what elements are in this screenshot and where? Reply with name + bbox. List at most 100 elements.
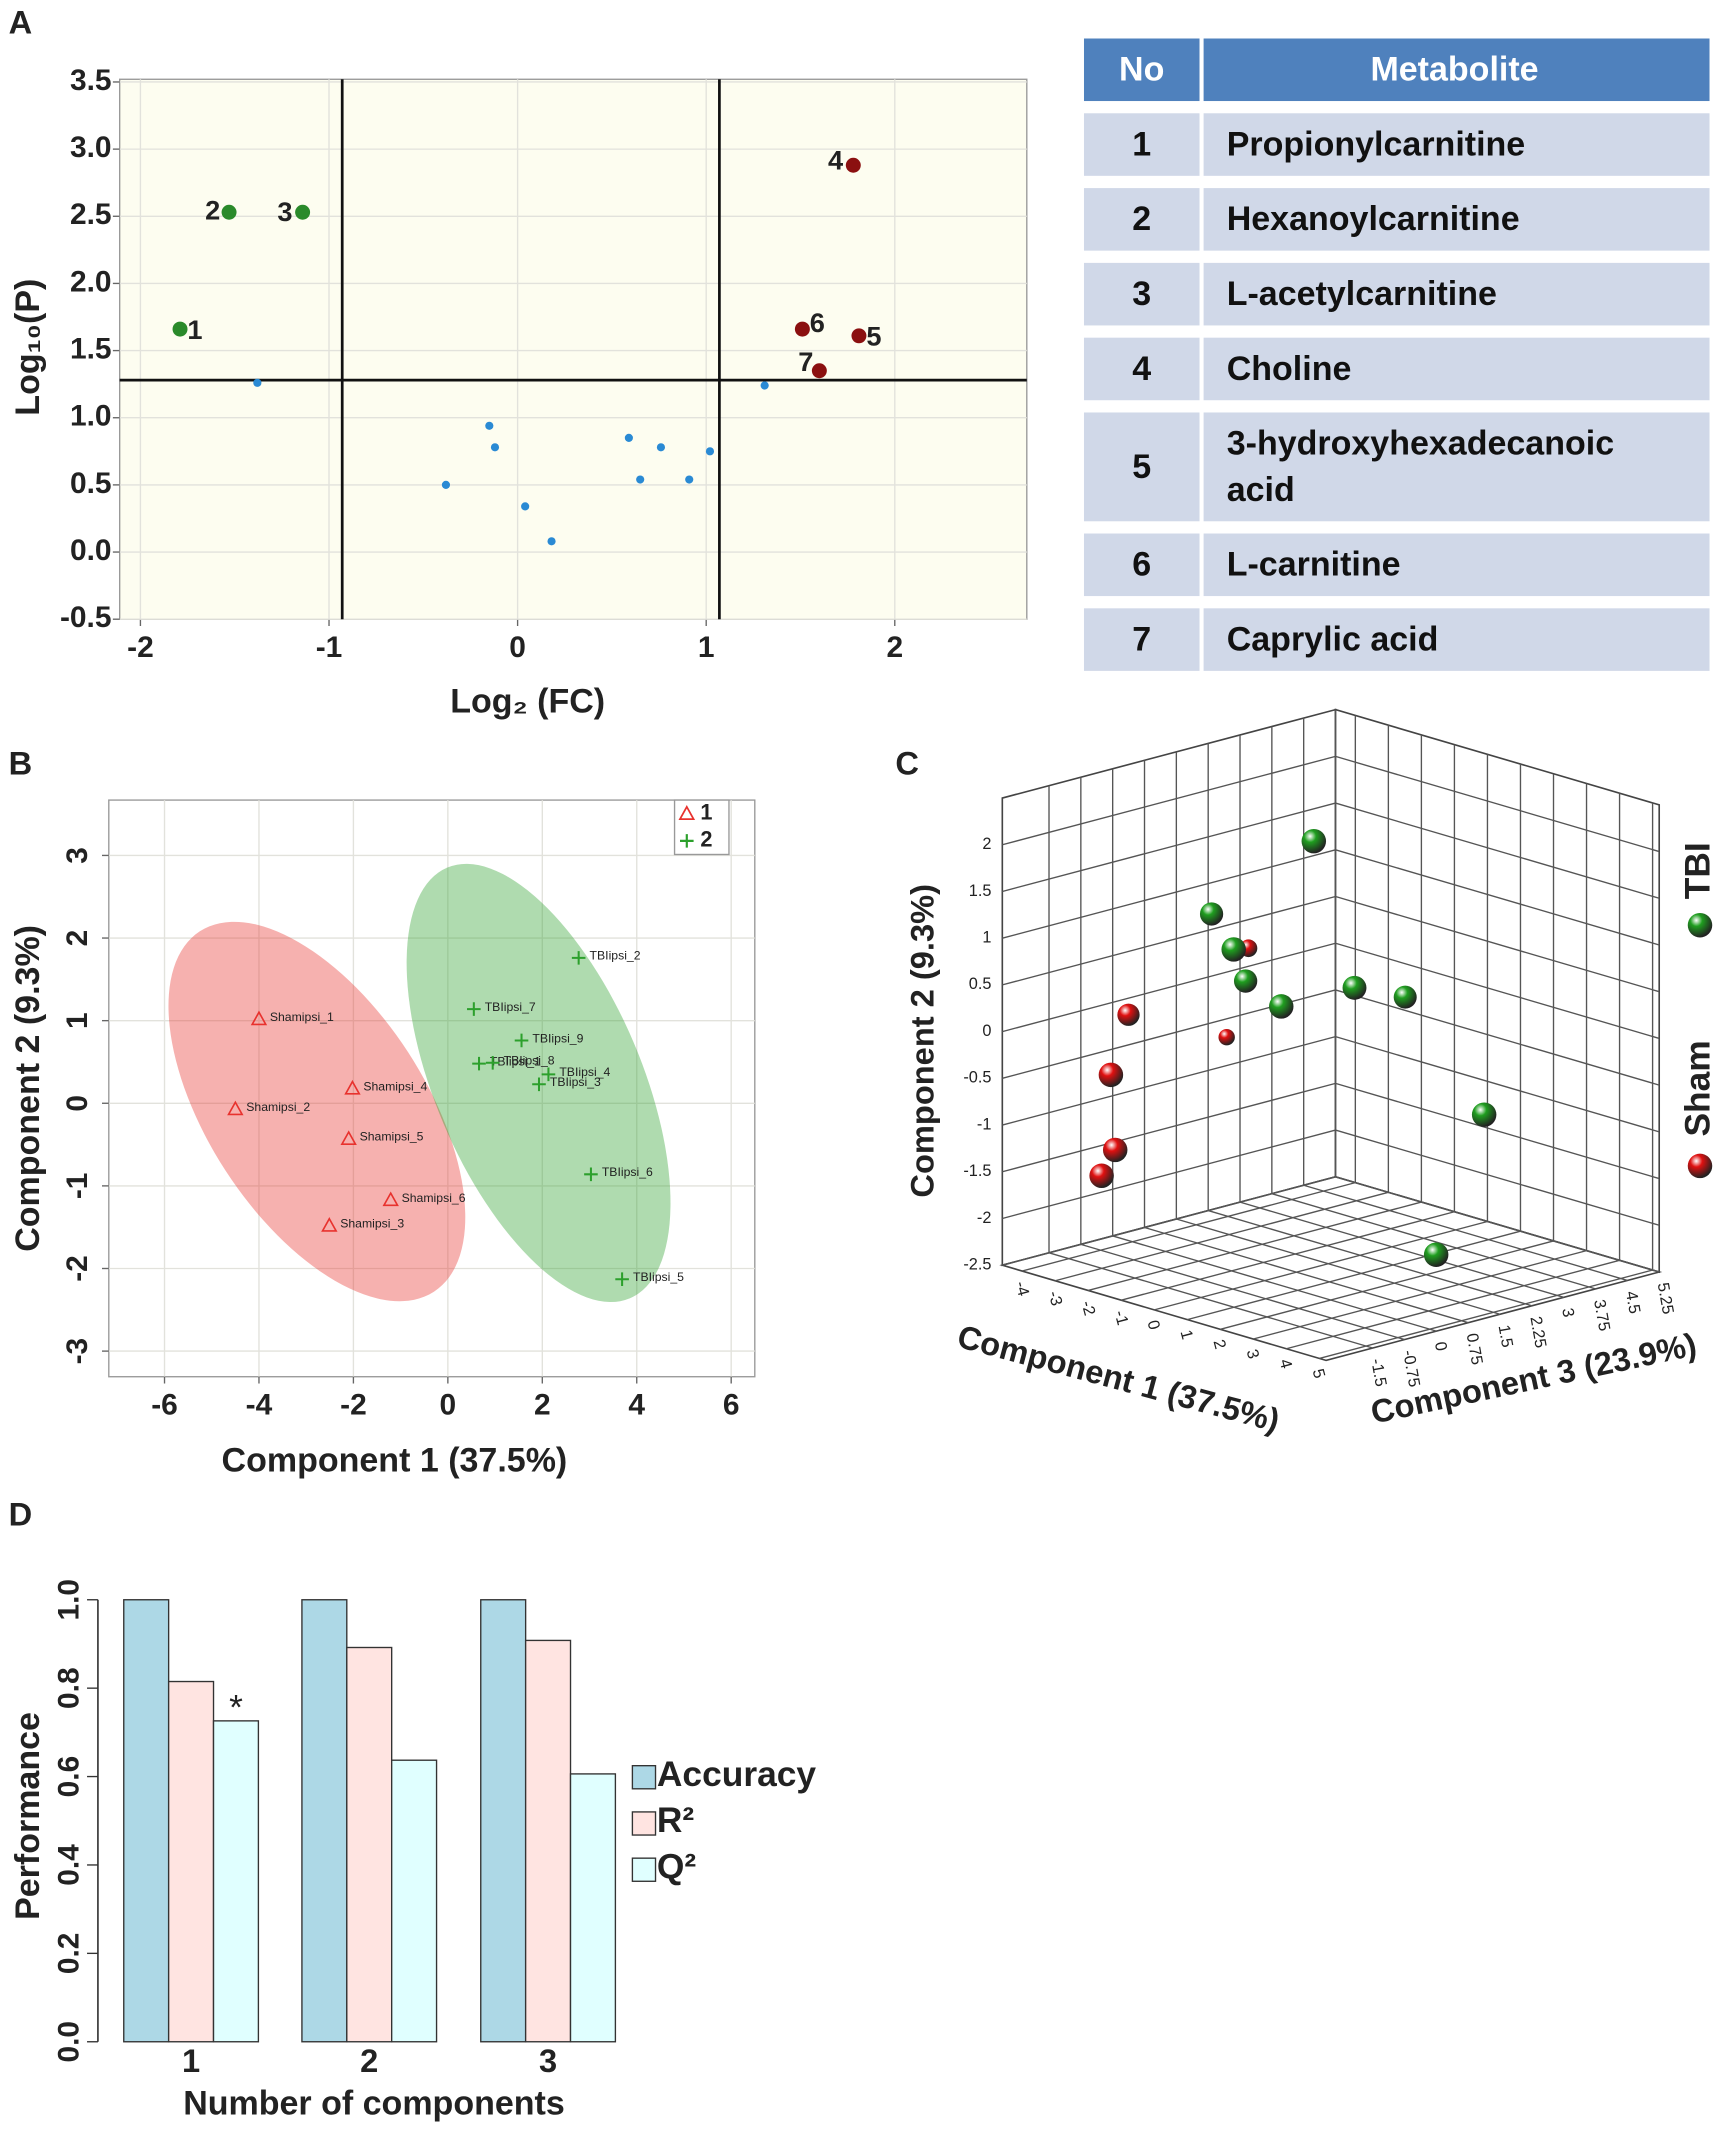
y-tick-label: -0.5: [963, 1069, 991, 1087]
point-label: 4: [828, 145, 843, 176]
point: [794, 321, 810, 337]
grid-line: [1054, 1191, 1389, 1282]
point-label: 7: [798, 346, 813, 377]
legend-marker: [1687, 1153, 1713, 1179]
point-label: TBIipsi_3: [550, 1075, 601, 1089]
table-row: 3 L-acetylcarnitine: [1083, 262, 1710, 326]
grid-line: [1187, 1230, 1521, 1321]
grid-line: [1002, 1176, 1336, 1266]
grid-line: [1335, 849, 1660, 946]
point: [253, 378, 262, 387]
y-tick-label: -2: [61, 1255, 94, 1282]
sphere: [1342, 975, 1367, 1000]
panel-label: B: [9, 745, 33, 782]
point: [490, 443, 500, 452]
point: [295, 204, 311, 220]
point: [227, 1100, 244, 1116]
annotation: *: [229, 1688, 243, 1727]
point-label: TBIipsi_8: [504, 1054, 555, 1068]
point-label: Shamipsi_2: [246, 1100, 310, 1114]
table-row: 6 L-carnitine: [1083, 533, 1710, 597]
point: [485, 1055, 500, 1070]
header-cell: Metabolite: [1203, 38, 1710, 102]
x-tick-label: -1: [316, 631, 343, 664]
sphere: [1269, 994, 1294, 1019]
table-row: 7 Caprylic acid: [1083, 608, 1710, 671]
grid-line: [1286, 1259, 1620, 1350]
grid-line: [1002, 755, 1336, 846]
table-cell: 2: [1083, 188, 1200, 251]
legend-label: Q²: [657, 1847, 697, 1886]
x-tick-label: 2: [360, 2042, 378, 2079]
sphere: [1117, 1003, 1140, 1026]
legend-label: TBI: [1678, 842, 1717, 899]
y-tick-label: 0.6: [53, 1756, 86, 1798]
sphere: [1423, 1242, 1449, 1267]
y-tick-label: 2.0: [70, 265, 112, 298]
y-tick-label: 0: [982, 1022, 991, 1040]
legend-label: R²: [657, 1801, 695, 1840]
sphere: [1233, 969, 1258, 993]
metabolite-table: No Metabolite 1 Propionylcarnitine 2 Hexanoyl…: [1083, 38, 1710, 671]
point: [656, 443, 666, 452]
z-tick-label: 5.25: [1654, 1281, 1677, 1315]
panel-label: D: [9, 1495, 33, 1532]
table-cell: 4: [1083, 337, 1200, 401]
y-tick-label: 0.2: [53, 1933, 86, 1975]
table-row: 4 Choline: [1083, 337, 1710, 401]
z-tick-label: 3: [1558, 1307, 1577, 1319]
table-row: 1 Propionylcarnitine: [1083, 113, 1710, 176]
table-cell: 7: [1083, 608, 1200, 671]
x-tick-label: 3: [1243, 1347, 1263, 1360]
y-tick-label: 0.0: [53, 2021, 86, 2063]
bar: [391, 1759, 438, 2043]
grid-line: [1002, 849, 1336, 939]
sphere: [1089, 1163, 1114, 1188]
grid-line: [1220, 1240, 1554, 1330]
legend-swatch: [631, 1811, 657, 1836]
confidence-ellipse: [168, 921, 466, 1302]
point: [636, 475, 645, 484]
legend-marker: [680, 834, 694, 848]
point: [344, 1079, 361, 1095]
y-tick-label: 3.0: [70, 131, 112, 164]
grid-line: [1335, 1176, 1660, 1273]
bar: [212, 1720, 260, 2043]
y-tick-label: -1: [61, 1173, 94, 1200]
sphere: [1301, 828, 1327, 854]
grid-line: [1021, 1181, 1356, 1272]
point: [485, 421, 494, 430]
x-tick-label: -6: [151, 1389, 178, 1422]
header-cell: No: [1083, 38, 1200, 102]
point: [685, 475, 694, 484]
grid-line: [1335, 802, 1660, 899]
y-tick-label: -2.5: [963, 1256, 991, 1274]
panel-label: C: [895, 745, 919, 782]
x-tick-label: 1: [1177, 1328, 1197, 1341]
point: [532, 1077, 546, 1092]
x-axis-title: Log₂ (FC): [450, 683, 605, 721]
y-tick-label: 0.5: [969, 975, 992, 993]
legend-label: Sham: [1678, 1040, 1717, 1136]
point-label: 2: [205, 194, 220, 225]
point: [571, 951, 586, 965]
table-cell: Hexanoylcarnitine: [1203, 188, 1710, 251]
legend-label: 1: [700, 799, 712, 824]
table-row: 5 3-hydroxyhexadecanoic acid: [1083, 412, 1710, 522]
x-tick-label: 0: [1144, 1318, 1164, 1331]
y-tick-label: 0.5: [70, 467, 112, 500]
z-tick-label: -1.5: [1367, 1357, 1390, 1388]
y-tick-label: 2: [61, 930, 94, 947]
x-tick-label: 6: [723, 1389, 740, 1422]
x-tick-label: 3: [539, 2042, 557, 2079]
point-label: TBIipsi_9: [532, 1031, 583, 1045]
legend-marker: [1687, 912, 1713, 938]
point: [811, 363, 827, 379]
point: [221, 204, 237, 220]
grid-line: [1335, 989, 1660, 1086]
z-tick-label: 3.75: [1590, 1298, 1613, 1332]
grid-line: [1335, 1035, 1660, 1133]
grid-line: [1154, 1220, 1488, 1311]
y-tick-label: 0.8: [53, 1667, 86, 1709]
